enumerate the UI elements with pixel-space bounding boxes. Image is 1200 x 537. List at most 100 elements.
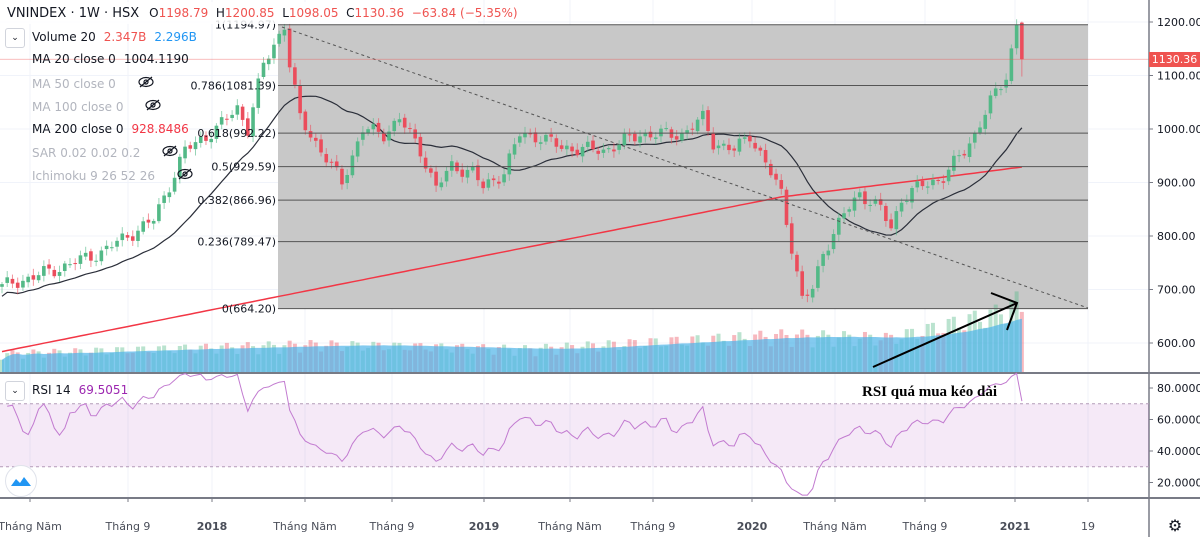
candle-body [842, 213, 846, 219]
time-axis-label: Tháng 9 [105, 520, 151, 533]
candle-body [52, 269, 57, 277]
candle-down [340, 165, 344, 190]
candle-up [512, 137, 517, 160]
candle-up [366, 126, 370, 136]
eye-off-icon[interactable] [177, 168, 193, 183]
rsi-axis-label: 20.0000 [1157, 477, 1200, 490]
indicator-legend-row[interactable]: MA 100 close 0 [32, 99, 162, 114]
candle-body [68, 264, 72, 266]
candle-body [418, 136, 423, 157]
candle-down [146, 213, 151, 229]
candle-down [748, 131, 752, 148]
candle-body [920, 180, 925, 187]
candle-down [1020, 21, 1024, 77]
candle-body [816, 266, 820, 288]
collapse-indicators-button[interactable]: ⌄ [5, 28, 25, 48]
indicator-legend-row[interactable]: MA 50 close 0 [32, 76, 154, 91]
gear-icon[interactable]: ⚙ [1167, 516, 1183, 535]
indicator-legend-row[interactable]: SAR 0.02 0.02 0.2 [32, 145, 178, 160]
ohlc-values: O1198.79 H1200.85 L1098.05 C1130.36 −63.… [149, 6, 517, 20]
time-axis-label: 2018 [197, 520, 228, 533]
candle-body [345, 174, 349, 184]
candle-body [784, 189, 789, 225]
candle-up [643, 129, 648, 143]
candle-down [805, 289, 810, 303]
fibonacci-level-label: 0.786(1081.39) [190, 79, 276, 92]
symbol-header: VNINDEX · 1W · HSX O1198.79 H1200.85 L10… [0, 2, 518, 24]
candle-up [852, 191, 857, 217]
rsi-legend[interactable]: RSI 14 69.5051 [32, 383, 128, 397]
candle-down [559, 139, 564, 152]
candle-body [591, 140, 595, 150]
low-value: 1098.05 [288, 6, 339, 20]
candle-body [157, 204, 161, 222]
candle-down [130, 230, 135, 246]
candle-down [314, 133, 318, 148]
symbol-title[interactable]: VNINDEX · 1W · HSX [7, 5, 140, 21]
candle-body [413, 129, 417, 139]
indicator-legend-row[interactable]: Volume 20 2.347B 2.296B [32, 30, 197, 44]
candle-body [936, 179, 940, 181]
candle-up [585, 135, 590, 153]
tradingview-logo-icon[interactable] [5, 465, 37, 497]
indicator-legend-row[interactable]: Ichimoku 9 26 52 26 [32, 168, 193, 183]
price-axis-label: 900.00 [1157, 177, 1196, 190]
candle-body [502, 174, 506, 183]
candle-body [465, 169, 470, 178]
current-price-tag: 1130.36 [1149, 52, 1200, 67]
candle-body [889, 219, 893, 229]
candle-body [115, 240, 119, 247]
indicator-legend-row[interactable]: MA 200 close 0 928.8486 [32, 122, 189, 136]
candle-body [246, 118, 250, 136]
candle-up [230, 110, 234, 122]
candle-up [94, 254, 98, 267]
candle-down [800, 265, 804, 299]
candle-up [565, 139, 569, 155]
candle-down [125, 232, 130, 242]
candle-body [732, 148, 736, 151]
candle-up [685, 125, 689, 140]
low-label: L [282, 6, 289, 20]
time-axis-label: Tháng Năm [272, 520, 337, 533]
candle-up [361, 125, 365, 146]
candle-body [193, 142, 198, 150]
candle-down [727, 138, 731, 155]
candle-up [57, 265, 62, 282]
candle-up [988, 90, 993, 120]
candle-down [889, 213, 893, 231]
candle-body [685, 130, 689, 134]
candle-body [162, 195, 166, 203]
rsi-band [0, 403, 1149, 467]
candle-body [580, 146, 585, 157]
collapse-rsi-button[interactable]: ⌄ [5, 381, 25, 401]
candle-up [538, 136, 543, 151]
candle-body [517, 136, 522, 143]
candle-up [742, 132, 747, 144]
candle-body [476, 165, 480, 181]
candle-up [716, 139, 721, 155]
candle-body [847, 209, 852, 212]
candle-body [408, 128, 412, 130]
candle-body [497, 181, 501, 184]
candle-body [957, 155, 961, 157]
candle-up [946, 166, 951, 186]
fibonacci-level-label: 0.382(866.96) [197, 194, 276, 207]
candle-up [219, 111, 224, 130]
candle-body [439, 182, 444, 188]
candle-body [125, 235, 130, 238]
eye-off-icon[interactable] [162, 145, 178, 160]
eye-off-icon[interactable] [138, 76, 154, 91]
candle-body [99, 250, 104, 262]
close-label: C [346, 6, 355, 20]
candle-body [931, 179, 935, 186]
candle-body [680, 133, 684, 141]
candle-body [852, 197, 857, 211]
indicator-legend-row[interactable]: MA 20 close 0 1004.1190 [32, 52, 189, 66]
candle-body [737, 138, 742, 152]
eye-off-icon[interactable] [145, 99, 162, 114]
candle-up [465, 165, 470, 184]
candle-up [235, 99, 240, 120]
candle-body [952, 155, 956, 171]
candle-body [5, 277, 10, 283]
